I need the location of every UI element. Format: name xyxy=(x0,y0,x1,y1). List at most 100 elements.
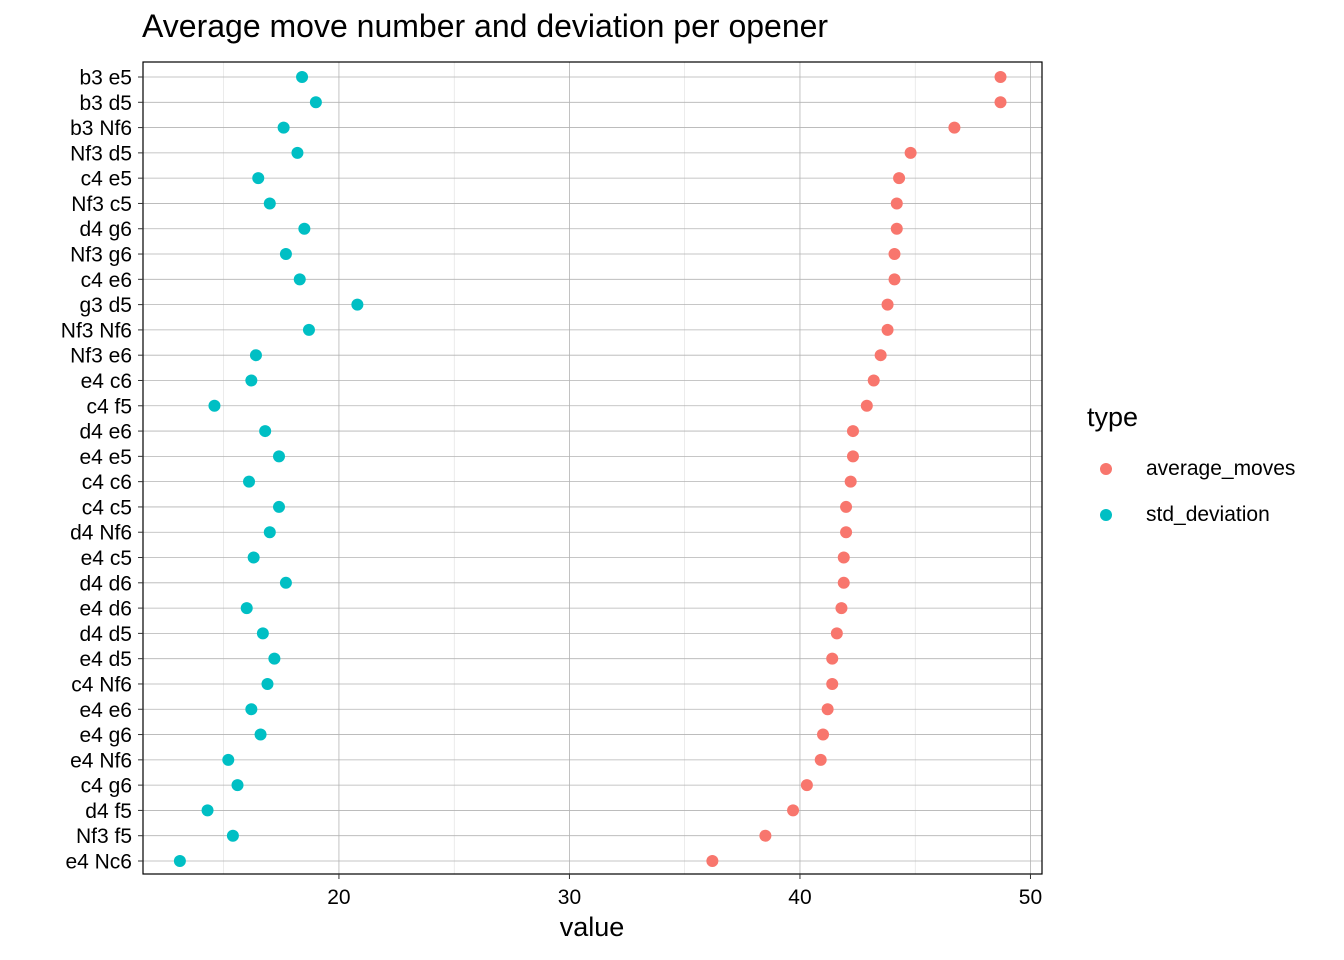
y-tick-label: e4 e5 xyxy=(79,446,132,469)
point-std-deviation xyxy=(309,96,322,109)
point-std-deviation xyxy=(302,323,315,336)
y-tick-label: b3 Nf6 xyxy=(70,117,132,140)
y-tick-label: d4 f5 xyxy=(85,800,132,823)
y-tick-label: c4 f5 xyxy=(86,395,132,418)
point-std-deviation xyxy=(240,602,253,615)
point-average-moves xyxy=(888,273,901,286)
point-std-deviation xyxy=(273,450,286,463)
point-average-moves xyxy=(759,829,772,842)
point-std-deviation xyxy=(201,804,214,817)
point-std-deviation xyxy=(268,652,281,665)
point-std-deviation xyxy=(263,197,276,210)
legend-title: type xyxy=(1087,402,1139,432)
y-tick-label: Nf3 e6 xyxy=(70,345,132,368)
legend-label-std-deviation: std_deviation xyxy=(1146,503,1270,526)
point-average-moves xyxy=(844,475,857,488)
point-average-moves xyxy=(821,703,834,716)
point-std-deviation xyxy=(208,399,221,412)
point-std-deviation xyxy=(243,475,256,488)
point-average-moves xyxy=(800,779,813,792)
point-average-moves xyxy=(860,399,873,412)
x-axis: 20 30 40 50 xyxy=(327,874,1042,909)
point-std-deviation xyxy=(259,425,272,438)
point-average-moves xyxy=(888,248,901,261)
y-tick-label: e4 c5 xyxy=(81,547,132,570)
point-std-deviation xyxy=(222,753,235,766)
point-average-moves xyxy=(881,298,894,311)
y-tick-label: d4 e6 xyxy=(79,421,132,444)
data-points xyxy=(173,71,1007,867)
point-average-moves xyxy=(706,855,719,867)
point-average-moves xyxy=(948,121,961,134)
y-tick-label: c4 c6 xyxy=(82,471,132,494)
point-std-deviation xyxy=(298,222,311,235)
point-std-deviation xyxy=(256,627,269,640)
y-tick-label: e4 d5 xyxy=(79,648,132,671)
x-tick-label: 40 xyxy=(788,886,811,909)
minor-gridlines xyxy=(223,62,916,874)
y-tick-label: c4 e5 xyxy=(81,168,132,191)
legend-key-average-moves xyxy=(1100,463,1112,475)
point-average-moves xyxy=(890,197,903,210)
point-std-deviation xyxy=(279,576,292,589)
point-average-moves xyxy=(826,652,839,665)
point-std-deviation xyxy=(291,146,304,159)
x-tick-label: 30 xyxy=(558,886,581,909)
y-tick-label: e4 d6 xyxy=(79,598,132,621)
point-std-deviation xyxy=(296,71,309,83)
point-average-moves xyxy=(893,172,906,185)
x-axis-title: value xyxy=(559,912,625,942)
legend-key-std-deviation xyxy=(1100,509,1112,521)
point-average-moves xyxy=(814,753,827,766)
point-std-deviation xyxy=(254,728,267,741)
y-tick-label: c4 g6 xyxy=(81,775,132,798)
point-std-deviation xyxy=(247,551,260,564)
chart-title: Average move number and deviation per op… xyxy=(142,8,829,44)
point-std-deviation xyxy=(261,677,274,690)
point-std-deviation xyxy=(245,703,258,716)
point-average-moves xyxy=(994,96,1007,109)
point-std-deviation xyxy=(351,298,364,311)
point-average-moves xyxy=(835,602,848,615)
legend-label-average-moves: average_moves xyxy=(1146,457,1296,480)
point-average-moves xyxy=(881,323,894,336)
point-average-moves xyxy=(830,627,843,640)
point-average-moves xyxy=(837,576,850,589)
point-average-moves xyxy=(837,551,850,564)
point-average-moves xyxy=(846,425,859,438)
point-std-deviation xyxy=(173,855,186,867)
x-tick-label: 20 xyxy=(327,886,350,909)
point-std-deviation xyxy=(252,172,265,185)
y-tick-label: Nf3 Nf6 xyxy=(61,319,132,342)
y-tick-label: c4 c5 xyxy=(82,496,132,519)
y-tick-label: c4 e6 xyxy=(81,269,132,292)
y-tick-label: e4 Nf6 xyxy=(70,749,132,772)
y-tick-label: d4 d6 xyxy=(79,572,132,595)
point-average-moves xyxy=(787,804,800,817)
point-average-moves xyxy=(904,146,917,159)
y-tick-label: e4 g6 xyxy=(79,724,132,747)
y-tick-label: c4 Nf6 xyxy=(71,673,132,696)
y-tick-label: e4 Nc6 xyxy=(65,851,132,874)
point-average-moves xyxy=(994,71,1007,83)
point-average-moves xyxy=(817,728,830,741)
y-tick-label: Nf3 g6 xyxy=(70,244,132,267)
point-average-moves xyxy=(874,349,887,362)
major-gridlines xyxy=(143,62,1042,874)
point-std-deviation xyxy=(249,349,262,362)
y-tick-label: Nf3 d5 xyxy=(70,142,132,165)
point-std-deviation xyxy=(245,374,258,387)
point-std-deviation xyxy=(279,248,292,261)
point-average-moves xyxy=(846,450,859,463)
point-std-deviation xyxy=(226,829,239,842)
point-std-deviation xyxy=(277,121,290,134)
y-tick-label: g3 d5 xyxy=(79,294,132,317)
y-tick-label: d4 d5 xyxy=(79,623,132,646)
legend-item-std-deviation: std_deviation xyxy=(1100,503,1270,527)
point-std-deviation xyxy=(293,273,306,286)
panel-border xyxy=(142,61,1043,875)
y-tick-label: e4 e6 xyxy=(79,699,132,722)
point-std-deviation xyxy=(263,526,276,539)
